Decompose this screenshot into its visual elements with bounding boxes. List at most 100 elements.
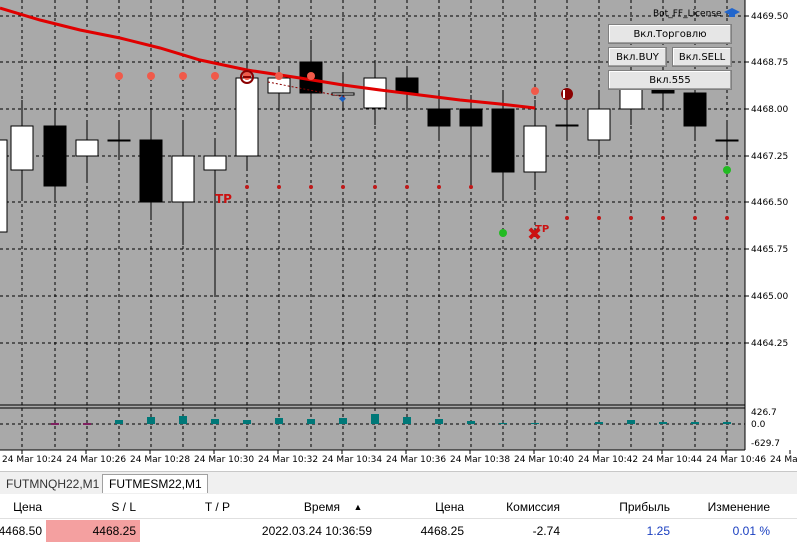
row-sl: 4468.25 (46, 520, 140, 542)
candle-body (10, 125, 34, 171)
col-price2[interactable]: Цена (435, 500, 464, 514)
lower-signal-dot (661, 216, 665, 220)
col-sl[interactable]: S / L (111, 500, 136, 514)
time-tick-label: 24 Mar 10:48 (770, 455, 797, 465)
col-time[interactable]: Время (303, 500, 340, 514)
time-tick-label: 24 Mar 10:24 (2, 455, 62, 465)
histogram-bar (467, 421, 475, 424)
tab-futmnqh22[interactable]: FUTMNQH22,M1 (6, 476, 100, 491)
histogram-bar (595, 422, 603, 424)
upper-signal-dot (275, 72, 283, 80)
tp-marker-label: TP (215, 192, 232, 206)
exit-marker-icon (561, 88, 573, 100)
candle-body (235, 77, 259, 157)
candle-body (107, 139, 131, 142)
candle-body (171, 155, 195, 203)
time-axis: 24 Mar 10:24 24 Mar 10:26 24 Mar 10:28 24 M… (0, 449, 797, 465)
price-axis: 4469.50 4468.75 4468.00 4467.25 4466.50 4465.… (744, 0, 788, 450)
entry-marker-icon (240, 70, 254, 84)
lower-signal-dot (725, 216, 729, 220)
enable-buy-button[interactable]: Вкл.BUY (608, 47, 667, 67)
enable-555-button[interactable]: Вкл.555 (608, 70, 732, 90)
upper-signal-dot (147, 72, 155, 80)
lower-signal-dot (341, 185, 345, 189)
tp-marker-label-2: TP (535, 224, 549, 235)
col-profit[interactable]: Прибыль (619, 500, 670, 514)
candle-body (75, 139, 99, 157)
candle-body (139, 139, 163, 203)
price-tick-label: 4468.00 (751, 105, 788, 115)
price-tick-label: 4468.75 (751, 58, 788, 68)
diamond-marker-icon: ◆ (339, 94, 346, 104)
upper-signal-dot (115, 72, 123, 80)
tab-futmesm22[interactable]: FUTMESM22,M1 (102, 474, 208, 493)
lower-signal-dot (693, 216, 697, 220)
lower-signal-dot (437, 185, 441, 189)
indicator-histogram (51, 414, 731, 425)
lower-signal-dot (629, 216, 633, 220)
candle-body (363, 77, 387, 109)
price-axis-area (745, 0, 797, 468)
candle-body (555, 124, 579, 127)
histogram-bar (243, 420, 251, 424)
col-change[interactable]: Изменение (707, 500, 770, 514)
positions-table: Цена S / L T / P Время ▲ Цена Комиссия П… (0, 494, 797, 543)
histogram-bar (435, 419, 443, 424)
candle-body (523, 125, 547, 173)
time-tick-label: 24 Mar 10:46 (706, 455, 766, 465)
price-tick-label: 4464.25 (751, 339, 788, 349)
chart-tabs-bar: FUTMNQH22,M1 FUTMESM22,M1 (0, 471, 797, 495)
candle-body (0, 139, 8, 233)
histogram-bar (115, 420, 123, 424)
time-tick-label: 24 Mar 10:40 (514, 455, 574, 465)
enable-sell-button[interactable]: Вкл.SELL (672, 47, 732, 67)
candle-body (715, 139, 739, 142)
time-tick-label: 24 Mar 10:26 (66, 455, 126, 465)
row-tp (140, 520, 234, 542)
candle-body (395, 77, 419, 94)
price-tick-label: 4465.00 (751, 292, 788, 302)
histogram-bar (179, 416, 187, 424)
histogram-bar (307, 419, 315, 424)
sort-arrow-icon: ▲ (353, 502, 363, 512)
moving-average (0, 6, 536, 110)
histogram-bar (339, 418, 347, 424)
candle-body (203, 155, 227, 171)
col-price[interactable]: Цена (13, 500, 42, 514)
row-price2: 4468.25 (420, 524, 464, 538)
row-time: 2022.03.24 10:36:59 (261, 524, 372, 538)
histogram-bar (691, 422, 699, 424)
lower-signal-dot (245, 185, 249, 189)
time-axis-area (0, 450, 745, 468)
candle-body (491, 108, 515, 173)
histogram-bar (83, 423, 91, 425)
green-signal-dot (499, 229, 507, 237)
enable-trading-button[interactable]: Вкл.Торговлю (608, 24, 732, 44)
candle-body (427, 108, 451, 127)
row-commission: -2.74 (532, 524, 560, 538)
col-tp[interactable]: T / P (204, 500, 230, 514)
candle-body (587, 108, 611, 141)
price-tick-label: 4466.50 (751, 198, 788, 208)
price-tick-label: 4469.50 (751, 12, 788, 22)
lower-signal-dot (597, 216, 601, 220)
lower-signal-dot (277, 185, 281, 189)
candles (0, 40, 739, 295)
time-tick-label: 24 Mar 10:36 (386, 455, 446, 465)
trade-line (267, 81, 346, 98)
time-tick-label: 24 Mar 10:32 (258, 455, 318, 465)
chart-background (0, 0, 745, 450)
candle-body (683, 92, 707, 127)
col-commission[interactable]: Комиссия (506, 500, 560, 514)
histogram-bar (371, 414, 379, 424)
time-tick-label: 24 Mar 10:38 (450, 455, 510, 465)
candle-body (267, 77, 291, 94)
row-change: 0.01 % (732, 524, 770, 538)
histogram-bar (147, 417, 155, 424)
upper-signal-dot (531, 87, 539, 95)
histogram-bar (627, 420, 635, 424)
histogram-bar (51, 423, 59, 425)
row-price: 4468.50 (0, 524, 42, 538)
histogram-bar (275, 418, 283, 424)
time-tick-label: 24 Mar 10:44 (642, 455, 702, 465)
